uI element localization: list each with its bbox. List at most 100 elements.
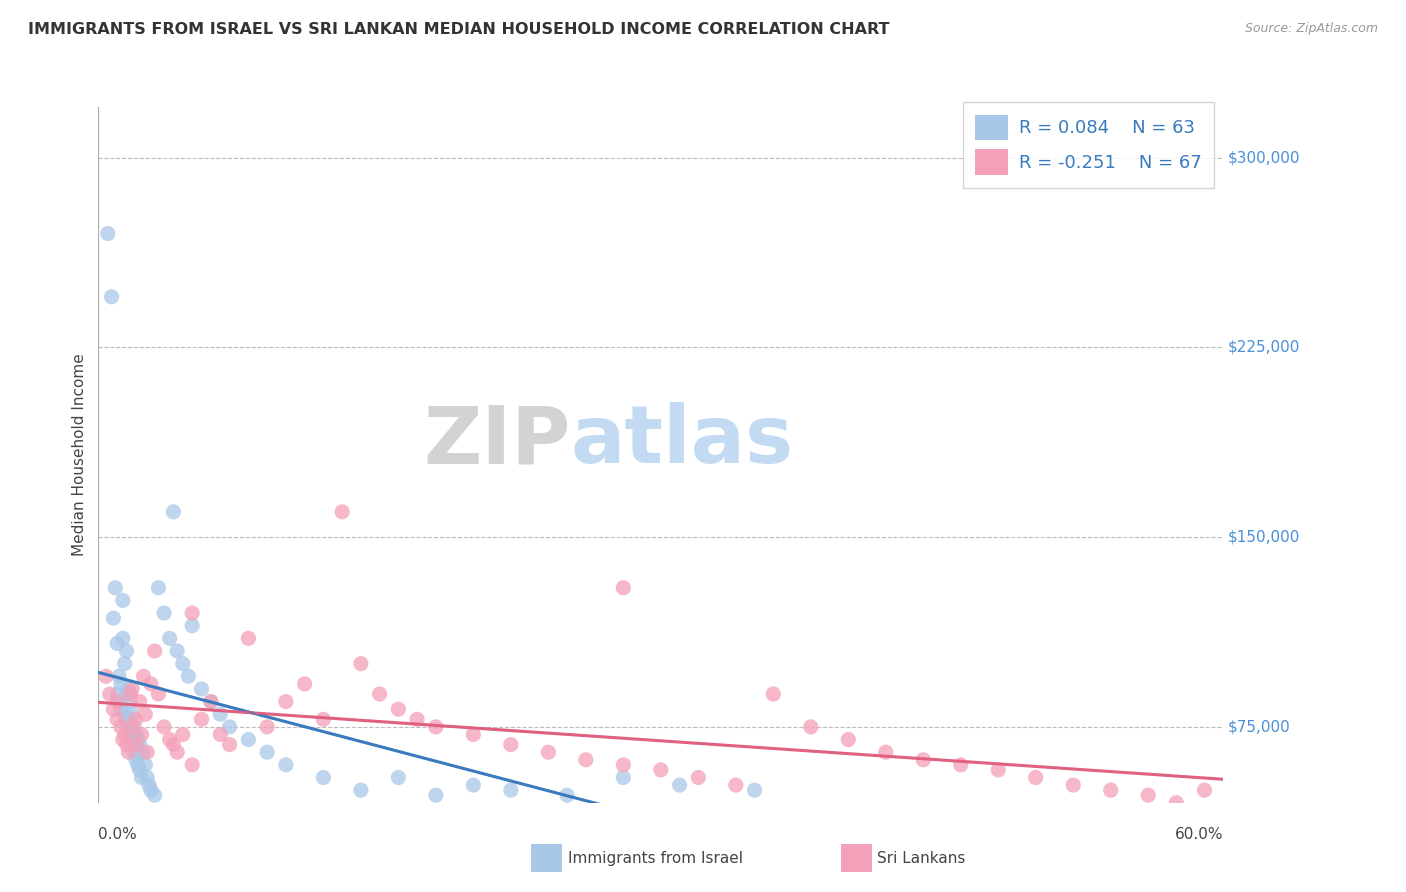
Point [1137, 788, 1160, 802]
Point [117, 745, 139, 759]
Point [274, 757, 297, 772]
Point [114, 707, 136, 722]
Point [103, 611, 125, 625]
Point [136, 745, 159, 759]
Point [406, 712, 429, 726]
Point [108, 695, 131, 709]
Point [105, 695, 128, 709]
Point [650, 763, 672, 777]
Point [108, 669, 131, 683]
Point [110, 720, 132, 734]
Point [1194, 783, 1216, 797]
Point [387, 771, 409, 785]
Point [100, 290, 122, 304]
Point [537, 745, 560, 759]
Point [120, 727, 142, 741]
Point [121, 720, 143, 734]
Point [330, 505, 353, 519]
Point [120, 695, 142, 709]
Point [294, 677, 316, 691]
Point [463, 727, 485, 741]
Point [181, 606, 204, 620]
Point [181, 618, 204, 632]
Point [744, 783, 766, 797]
Point [256, 720, 278, 734]
Text: $150,000: $150,000 [1227, 530, 1299, 545]
Legend: R = 0.084    N = 63, R = -0.251    N = 67: R = 0.084 N = 63, R = -0.251 N = 67 [963, 103, 1215, 187]
Point [104, 581, 127, 595]
Point [200, 695, 222, 709]
Point [125, 738, 148, 752]
Point [181, 757, 204, 772]
Point [190, 681, 212, 696]
Text: IMMIGRANTS FROM ISRAEL VS SRI LANKAN MEDIAN HOUSEHOLD INCOME CORRELATION CHART: IMMIGRANTS FROM ISRAEL VS SRI LANKAN MED… [28, 22, 890, 37]
Point [125, 727, 148, 741]
Point [153, 606, 176, 620]
Point [134, 757, 156, 772]
Point [350, 657, 373, 671]
Point [125, 712, 148, 726]
Point [139, 783, 162, 797]
Point [209, 727, 232, 741]
Point [136, 771, 159, 785]
Point [368, 687, 391, 701]
Point [218, 738, 240, 752]
Point [131, 727, 153, 741]
Point [115, 738, 138, 752]
Point [312, 712, 335, 726]
Point [94, 669, 117, 683]
Text: atlas: atlas [571, 402, 794, 480]
Y-axis label: Median Household Income: Median Household Income [72, 353, 87, 557]
Text: Sri Lankans: Sri Lankans [877, 851, 966, 865]
Point [837, 732, 859, 747]
Text: Source: ZipAtlas.com: Source: ZipAtlas.com [1244, 22, 1378, 36]
Point [218, 720, 240, 734]
Point [499, 783, 522, 797]
Point [1062, 778, 1084, 792]
Point [312, 771, 335, 785]
Text: Immigrants from Israel: Immigrants from Israel [568, 851, 742, 865]
Point [256, 745, 278, 759]
Point [105, 687, 128, 701]
Point [612, 757, 634, 772]
Point [128, 763, 150, 777]
Point [200, 695, 222, 709]
Point [463, 778, 485, 792]
Point [177, 669, 200, 683]
Point [190, 712, 212, 726]
Point [1166, 796, 1188, 810]
Point [114, 657, 136, 671]
Point [111, 632, 134, 646]
Point [762, 687, 785, 701]
Point [117, 681, 139, 696]
Point [110, 702, 132, 716]
Point [139, 677, 162, 691]
Point [127, 732, 149, 747]
Text: ZIP: ZIP [423, 402, 571, 480]
Point [172, 727, 194, 741]
Point [105, 636, 128, 650]
Point [121, 707, 143, 722]
Point [121, 681, 143, 696]
Point [166, 644, 188, 658]
Point [800, 720, 823, 734]
Point [668, 778, 690, 792]
Point [159, 632, 181, 646]
Point [724, 778, 747, 792]
Point [110, 677, 132, 691]
Point [612, 771, 634, 785]
Point [425, 788, 447, 802]
Text: $225,000: $225,000 [1227, 340, 1299, 355]
Point [1025, 771, 1047, 785]
Point [162, 505, 184, 519]
Point [114, 727, 136, 741]
Point [148, 687, 170, 701]
Point [120, 687, 142, 701]
Point [103, 702, 125, 716]
Point [122, 745, 145, 759]
Point [132, 669, 155, 683]
Point [1099, 783, 1122, 797]
Point [153, 720, 176, 734]
Point [131, 771, 153, 785]
Point [350, 783, 373, 797]
